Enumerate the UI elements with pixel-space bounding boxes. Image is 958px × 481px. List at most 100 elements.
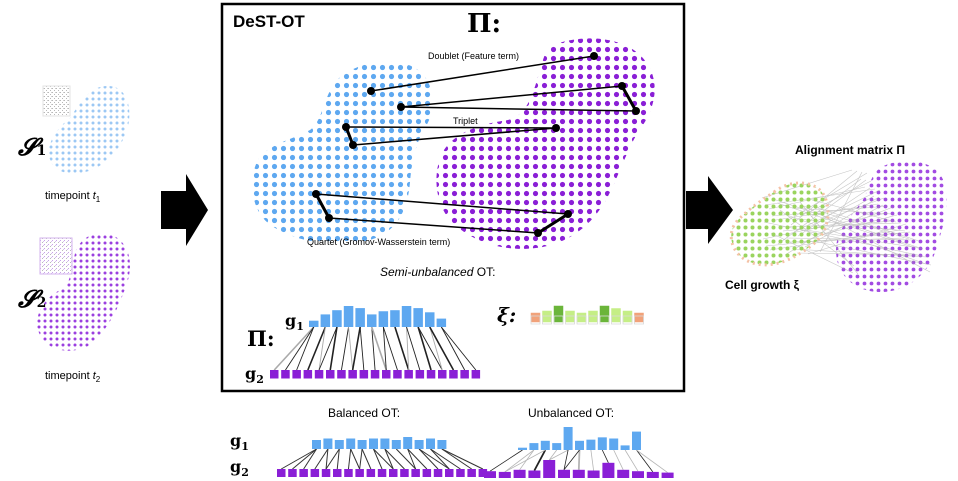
unbalanced-g2-bar — [587, 470, 600, 478]
unbalanced-transport-line — [549, 449, 569, 461]
semi-transport-line — [440, 326, 466, 371]
xi-bar — [622, 310, 633, 323]
semi-transport-line — [382, 326, 398, 371]
balanced-title: Balanced OT: — [328, 406, 401, 420]
xi-bar-outline — [634, 315, 644, 325]
balanced-transport-line — [430, 448, 450, 470]
balanced-transport-line — [441, 448, 472, 470]
dest-ot-panel — [220, 2, 686, 393]
semi-transport-line — [285, 326, 315, 371]
slice-2-caption: timepoint t2 — [45, 370, 101, 384]
balanced-g2-bars — [277, 469, 488, 477]
semi-g1-bar — [401, 306, 412, 327]
semi-g1-bar — [413, 308, 423, 327]
unbalanced-transport-line — [504, 449, 546, 473]
unbalanced-g2-bar — [543, 460, 556, 478]
slice-1-tissue — [48, 86, 130, 174]
semi-g2-bar — [270, 370, 279, 379]
unbalanced-g2-bars — [484, 460, 674, 478]
xi-bar — [588, 310, 598, 323]
unbalanced-transport-line — [590, 449, 594, 471]
semi-g2-bar — [303, 370, 313, 379]
unbalanced-transport-line — [504, 449, 535, 473]
slice-1-caption: timepoint t1 — [45, 190, 101, 204]
alignment-figure — [729, 160, 947, 292]
unbalanced-g1-bar — [575, 440, 584, 450]
semi-g2-bar — [438, 370, 447, 379]
xi-growth-bars — [530, 305, 644, 325]
xi-bar — [530, 312, 541, 323]
balanced-transport-line — [384, 448, 405, 470]
semi-transport-line — [318, 326, 326, 371]
balanced-g2-bar — [310, 469, 320, 477]
semi-g1-bar — [320, 314, 331, 327]
semi-g2-bar — [281, 370, 290, 379]
alignment-line — [792, 248, 928, 258]
pi-label-bottom: Π: — [247, 326, 275, 351]
xi-bar — [611, 308, 621, 323]
unbalanced-g2-bar — [646, 471, 659, 478]
balanced-transport-line — [418, 448, 450, 470]
semi-g2-bar — [460, 370, 469, 379]
unbalanced-g1-bar — [620, 445, 630, 450]
unbalanced-transport-line — [636, 449, 668, 473]
semi-transport-line — [329, 326, 338, 371]
balanced-g2-bar — [400, 469, 409, 477]
balanced-transport-line — [292, 448, 317, 470]
arrow-right-icon — [161, 174, 208, 246]
xi-bar-outline — [530, 315, 541, 325]
slice-2-tvar: t — [92, 370, 96, 382]
alignment-line — [814, 206, 920, 242]
unbalanced-g1-bar — [597, 437, 607, 450]
semi-g1-label: g1 — [285, 311, 304, 334]
semi-g2-bar — [393, 370, 402, 379]
unbalanced-transport-line — [533, 449, 547, 471]
slice-2-tissue — [37, 233, 130, 351]
unbalanced-title: Unbalanced OT: — [528, 406, 615, 420]
balanced-g1-bar — [437, 440, 447, 449]
alignment-matrix-label: Alignment matrix Π — [795, 143, 906, 157]
unbalanced-g1-bar — [529, 443, 539, 450]
balanced-transport-line — [350, 448, 361, 470]
balanced-g2-bar — [355, 469, 364, 477]
balanced-g1-bar — [403, 437, 413, 449]
semi-transport-line — [406, 326, 410, 371]
balanced-g2-bar — [299, 469, 308, 477]
unbalanced-g2-bar — [632, 471, 644, 478]
balanced-g1-bar — [414, 440, 424, 449]
balanced-g2-bar — [445, 469, 454, 477]
unbalanced-g1-bars — [518, 427, 641, 450]
semi-g2-bars — [270, 370, 481, 379]
panel-title: DeST-OT — [233, 12, 305, 31]
xi-bar — [634, 312, 644, 323]
xi-bar-outline — [553, 315, 564, 325]
balanced-transport-line — [418, 448, 439, 470]
doublet-label: Doublet (Feature term) — [428, 51, 520, 61]
balanced-g2-bar — [422, 469, 432, 477]
semi-g2-bar — [449, 370, 458, 379]
unbalanced-transport-line — [613, 449, 624, 470]
semi-transport-line — [440, 326, 477, 371]
semi-transport-line — [296, 326, 315, 371]
unbalanced-g1-bar — [540, 440, 550, 450]
slice-2-inset — [39, 237, 73, 275]
slice-2-index: 2 — [36, 295, 47, 311]
slice-1-index: 1 — [36, 143, 47, 159]
semi-g1-bar — [367, 314, 377, 327]
pi-label-top: Π: — [467, 9, 502, 39]
unbalanced-transport-line — [577, 449, 581, 470]
unbalanced-transport-lines — [489, 449, 668, 473]
balanced-g2-bar — [344, 469, 353, 477]
semi-g1-bar — [390, 310, 400, 327]
balanced-transport-line — [384, 448, 394, 470]
semi-g1-bar — [436, 318, 447, 327]
balanced-g1-bar — [369, 438, 378, 449]
slice-2-symbol: 𝓢2 — [18, 284, 47, 313]
blue-tissue — [252, 61, 433, 244]
slice-1-symbol: 𝓢1 — [18, 132, 47, 161]
unbalanced-transport-line — [489, 449, 523, 472]
balanced-g2-bar — [433, 469, 443, 477]
semi-g2-bar — [471, 370, 481, 379]
balanced-transport-line — [441, 448, 484, 470]
semi-transport-line — [382, 326, 387, 371]
